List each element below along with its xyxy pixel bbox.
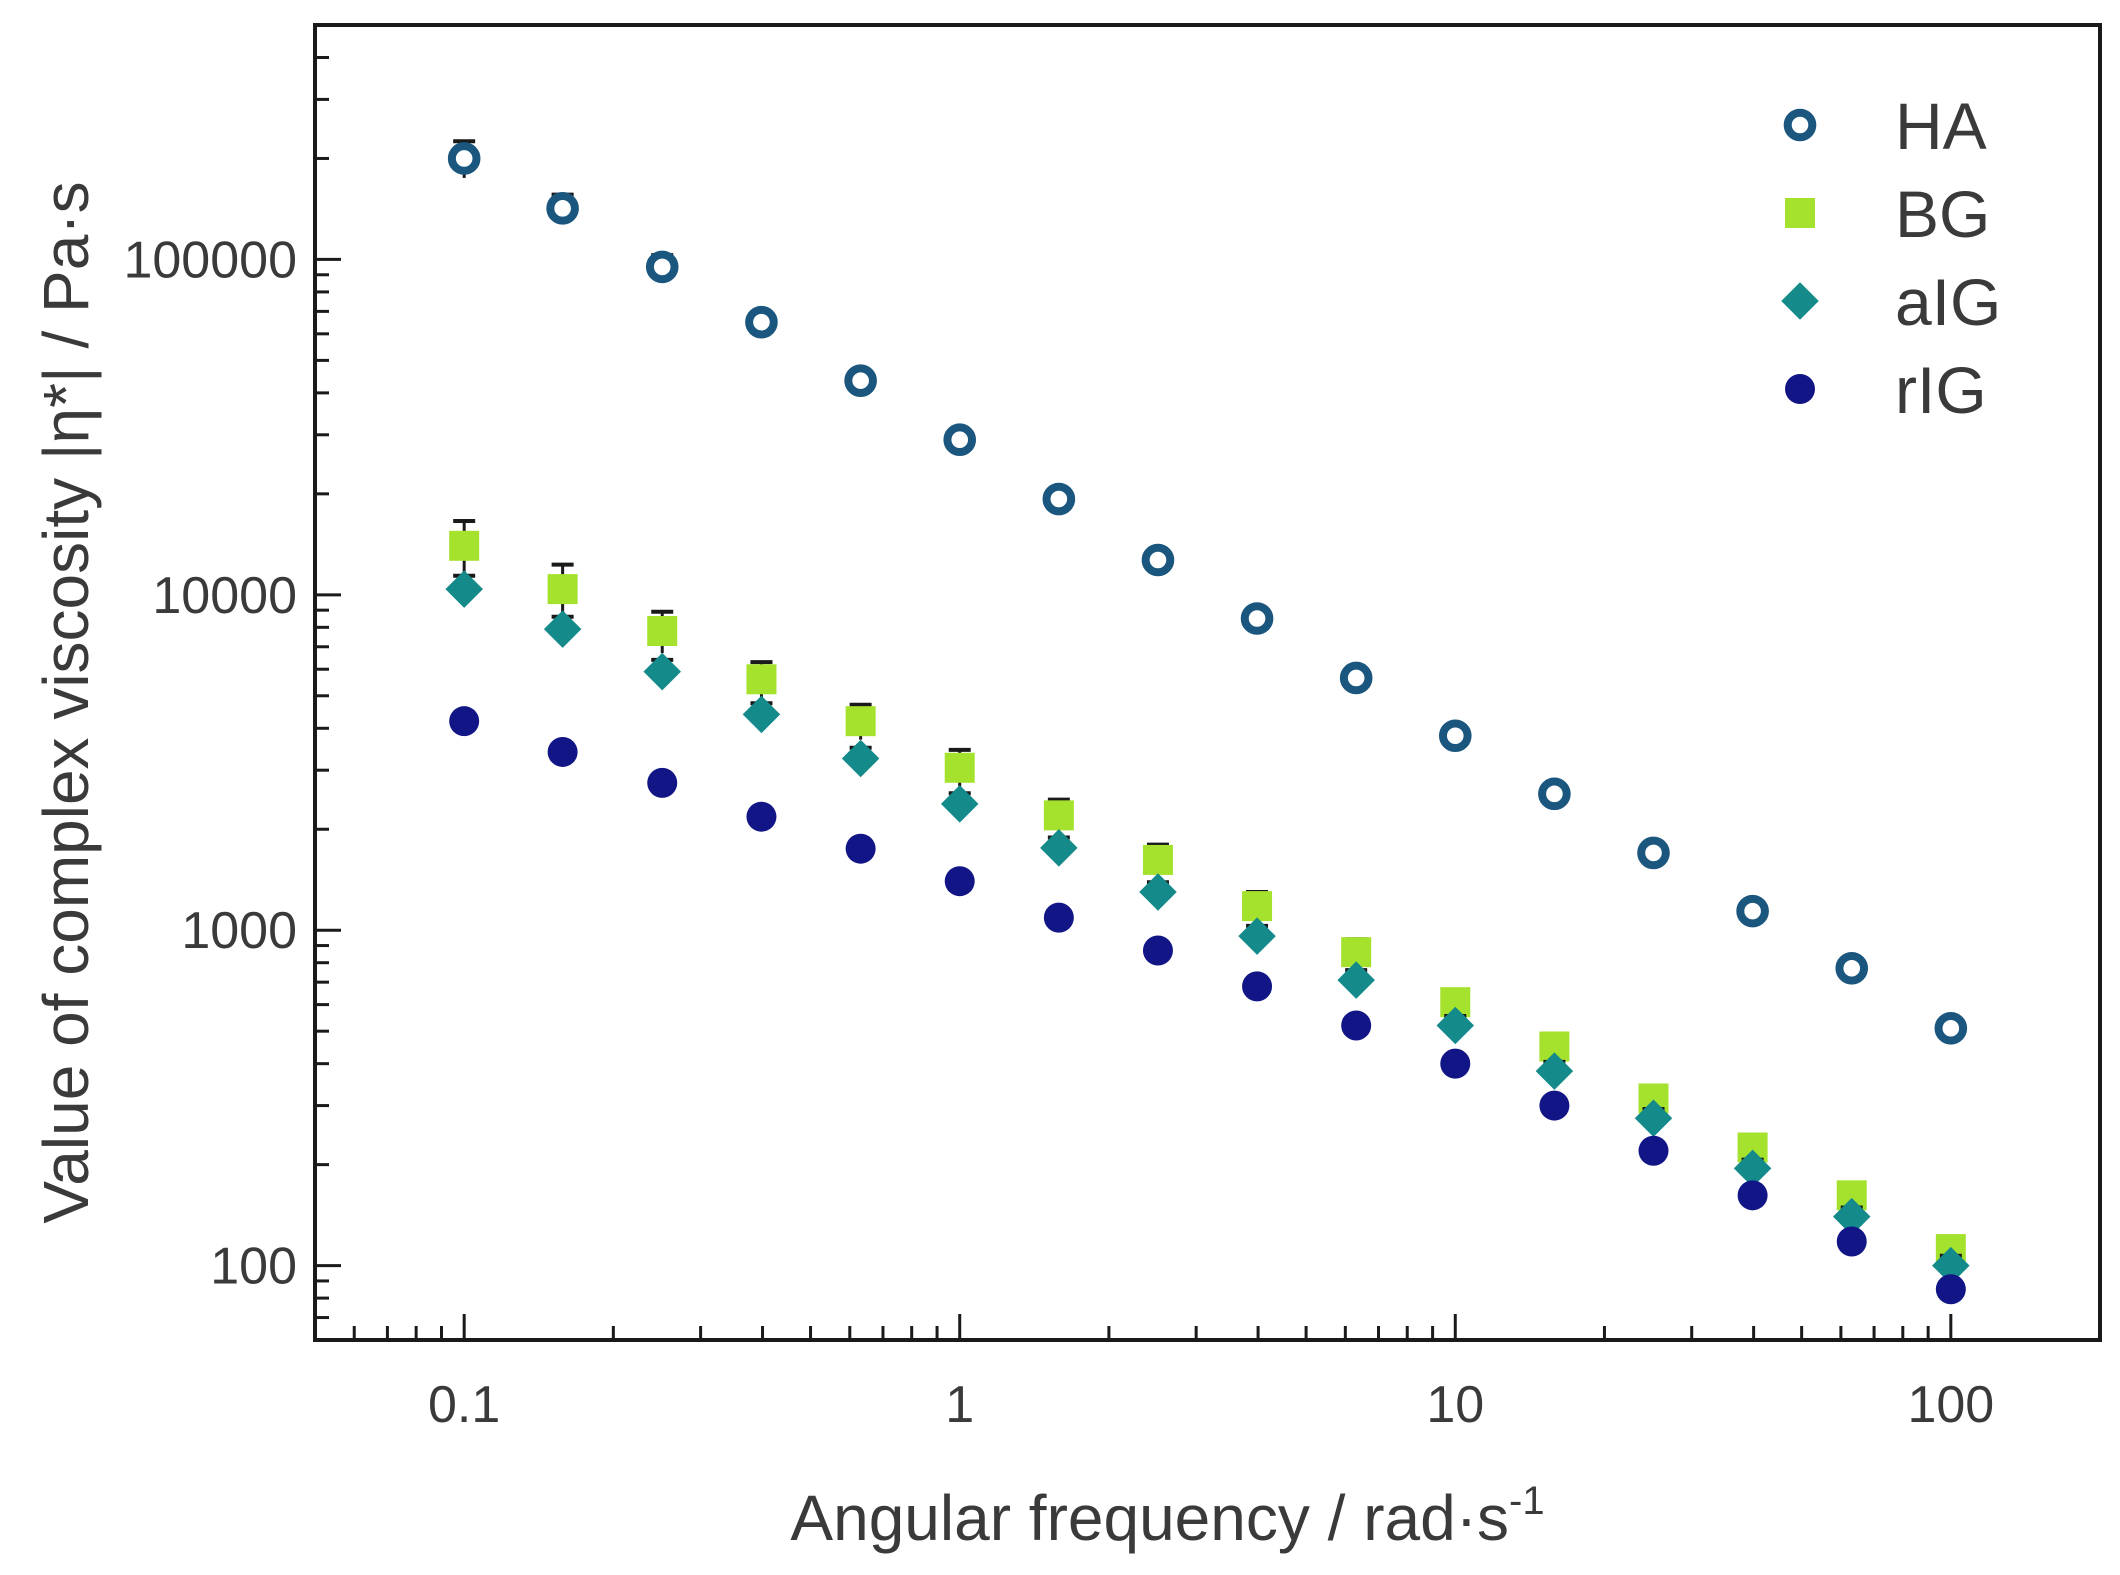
data-point-HA [1538,777,1571,811]
data-point-aIG [643,652,681,691]
data-point-aIG [1832,1197,1871,1236]
data-point-rIG [1737,1180,1768,1211]
legend-marker-rIG [1785,374,1815,404]
data-point-HA [943,423,977,457]
data-point-rIG [845,833,876,864]
data-point-aIG [940,785,979,823]
data-point-aIG [841,739,880,778]
x-tick-label: 1 [945,1376,974,1434]
data-point-rIG [1539,1090,1570,1121]
axes: 0.1 1 10 100 100 1000 10000 100000 [123,23,2102,1434]
data-point-rIG [1836,1226,1867,1257]
data-point-rIG [944,866,975,897]
legend-label-HA: HA [1895,89,1987,163]
legend-item-rIG: rIG [1785,353,1987,427]
data-point-BG [647,616,678,647]
data-point-BG [1142,844,1173,875]
data-point-rIG [1043,902,1074,933]
data-point-HA [1141,543,1175,577]
data-point-HA [844,364,877,397]
data-point-BG [746,664,777,695]
data-point-HA [447,142,481,175]
x-tick-label: 10 [1426,1376,1484,1434]
data-point-rIG [746,801,777,832]
data-point-aIG [1733,1149,1772,1188]
x-axis-title-superscript: -1 [1509,1479,1545,1523]
plot-frame [313,23,2102,1342]
data-point-HA [1835,951,1869,985]
legend-label-aIG: aIG [1895,265,2001,339]
y-axis-title: Value of complex viscosity |η*| / Pa·s [30,181,102,1223]
data-point-rIG [1341,1010,1372,1041]
legend-label-rIG: rIG [1895,353,1987,427]
x-tick-label: 0.1 [428,1376,500,1434]
data-point-HA [1438,719,1472,753]
data-point-HA [1934,1011,1968,1045]
data-point-BG [944,752,975,783]
data-point-HA [745,305,778,339]
data-point-rIG [1242,971,1273,1002]
x-axis-title-main: Angular frequency / rad·s [790,1482,1509,1554]
data-point-HA [1339,661,1373,695]
data-point-HA [1637,836,1670,870]
series-HA [447,139,1968,1045]
legend-marker-aIG [1781,282,1819,320]
data-point-aIG [742,695,781,734]
data-point-aIG [1634,1099,1673,1137]
data-point-aIG [445,570,483,608]
data-point-rIG [1638,1135,1669,1166]
data-point-HA [1042,482,1076,516]
data-point-HA [645,250,679,284]
x-tick-label: 100 [1907,1376,1994,1434]
data-point-BG [1242,891,1273,922]
data-point-HA [1240,602,1274,635]
data-point-aIG [543,610,582,648]
data-point-rIG [449,706,480,737]
legend-label-BG: BG [1895,177,1990,251]
plot-area [445,139,1970,1305]
data-point-aIG [1932,1246,1970,1285]
data-point-aIG [1139,873,1177,911]
legend: HA BG aIG rIG [1781,89,2001,427]
legend-marker-BG [1785,198,1815,228]
data-point-rIG [1142,935,1173,966]
series-rIG [449,706,1966,1305]
data-point-HA [1736,894,1769,928]
data-point-aIG [1238,917,1276,955]
y-tick-label: 10000 [152,567,297,625]
legend-marker-HA [1783,108,1817,142]
data-point-aIG [1436,1006,1475,1045]
legend-item-HA: HA [1783,89,1987,163]
data-point-aIG [1535,1052,1574,1090]
data-point-BG [547,574,578,605]
data-point-rIG [647,767,678,798]
data-point-rIG [1935,1274,1966,1305]
legend-item-BG: BG [1785,177,1990,251]
data-point-rIG [1440,1048,1471,1079]
legend-item-aIG: aIG [1781,265,2001,339]
y-tick-label: 100 [210,1238,297,1296]
x-axis-title: Angular frequency / rad·s-1 [790,1479,1544,1554]
y-tick-label: 100000 [123,231,297,289]
data-point-aIG [1040,829,1078,867]
series-aIG [445,570,1970,1285]
data-point-aIG [1337,961,1375,999]
data-point-rIG [547,736,578,767]
data-point-BG [1043,800,1074,831]
data-point-HA [546,192,579,225]
data-point-BG [449,530,480,561]
data-point-BG [845,706,876,737]
y-tick-label: 1000 [181,902,297,960]
